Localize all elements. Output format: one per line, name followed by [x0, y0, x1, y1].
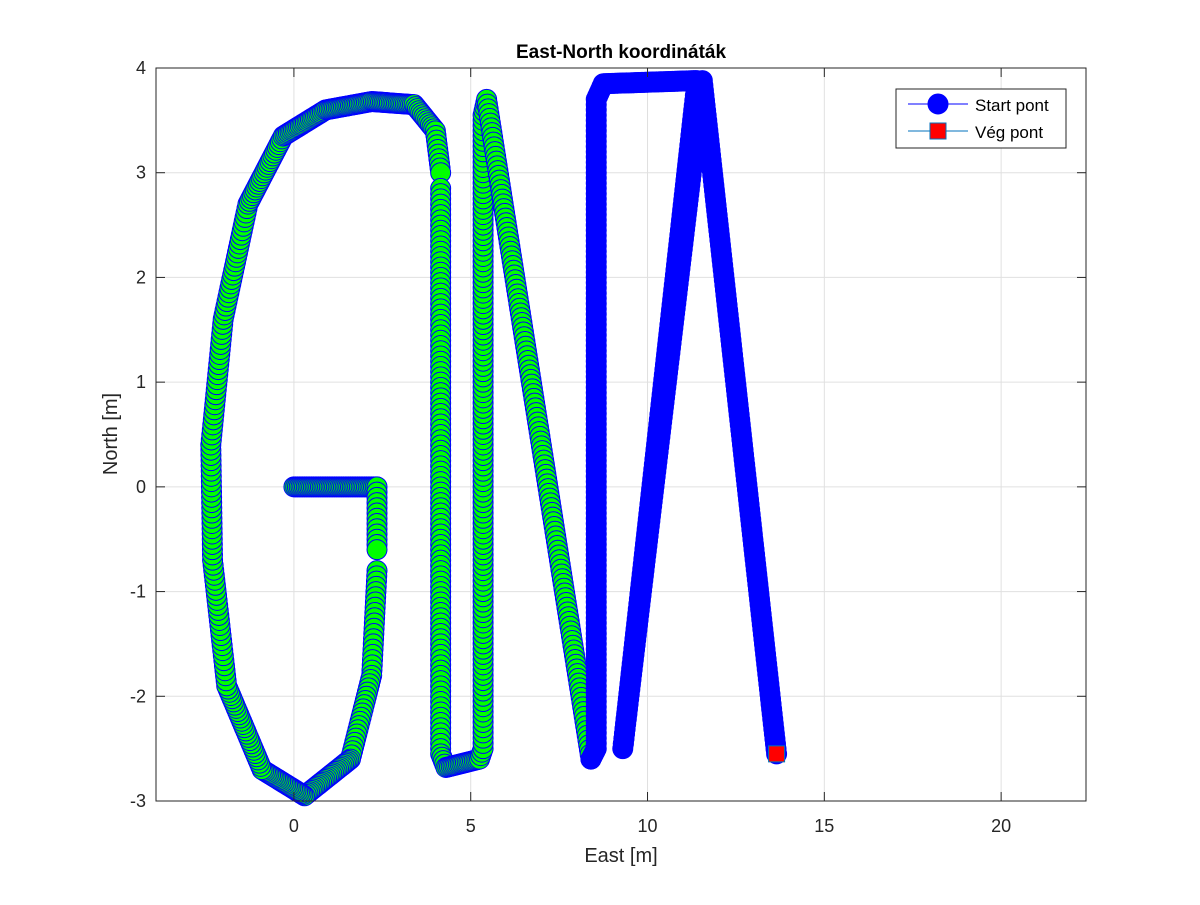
axes-frame — [155, 67, 1087, 802]
chart-title: East-North koordináták — [516, 42, 727, 63]
legend-box — [895, 88, 1067, 149]
y-tick-label: -2 — [130, 686, 146, 706]
y-axis-label: North [m] — [100, 393, 122, 475]
x-tick-label: 5 — [466, 816, 476, 836]
x-axis-label: East [m] — [584, 845, 657, 867]
x-tick-label: 20 — [991, 816, 1011, 836]
legend-label-end: Vég pont — [975, 123, 1043, 142]
legend-label-start: Start pont — [975, 96, 1049, 115]
y-tick-label: 0 — [136, 477, 146, 497]
end-point-marker — [768, 745, 786, 763]
y-tick-label: -1 — [130, 582, 146, 602]
y-tick-label: -3 — [130, 791, 146, 811]
track-point — [366, 539, 388, 561]
legend-marker-end-icon — [929, 122, 947, 140]
data-layer — [200, 70, 788, 807]
y-tick-label: 2 — [136, 267, 146, 287]
x-tick-label: 15 — [814, 816, 834, 836]
y-tick-label: 3 — [136, 163, 146, 183]
y-tick-label: 4 — [136, 58, 146, 78]
x-tick-label: 0 — [289, 816, 299, 836]
axis-ticks: 0 5 10 15 20 -3 -2 -1 0 1 2 3 4 — [130, 58, 1086, 836]
legend-marker-start-icon — [927, 93, 949, 115]
legend: Start pont Vég pont — [895, 88, 1067, 149]
y-tick-label: 1 — [136, 372, 146, 392]
x-tick-label: 10 — [638, 816, 658, 836]
